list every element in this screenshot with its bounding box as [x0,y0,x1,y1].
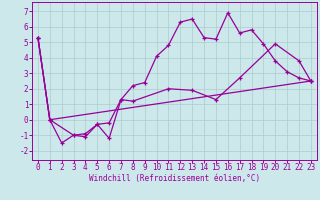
X-axis label: Windchill (Refroidissement éolien,°C): Windchill (Refroidissement éolien,°C) [89,174,260,183]
